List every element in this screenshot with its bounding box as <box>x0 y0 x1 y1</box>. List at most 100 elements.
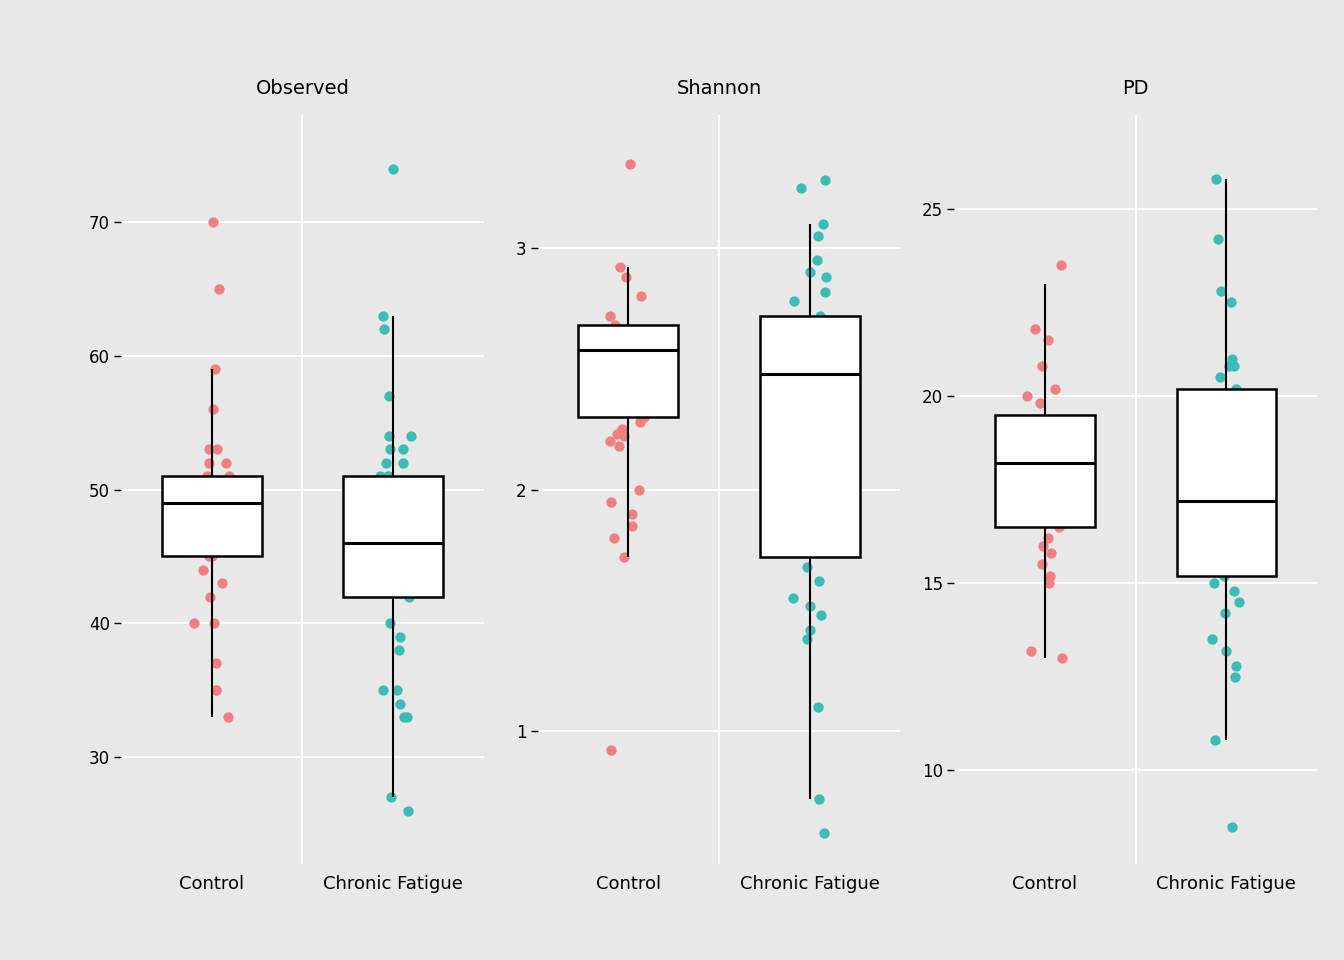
Point <box>199 509 220 524</box>
Point <box>1050 493 1071 509</box>
Point <box>1020 470 1042 486</box>
Point <box>808 228 829 244</box>
Point <box>1214 568 1235 584</box>
Point <box>216 709 238 725</box>
Point <box>218 536 239 551</box>
Point <box>1223 583 1245 598</box>
Point <box>798 390 820 405</box>
Bar <box>578 325 679 418</box>
Point <box>1204 732 1226 748</box>
Point <box>798 525 820 540</box>
Point <box>218 509 239 524</box>
Point <box>206 683 227 698</box>
Point <box>1232 482 1254 497</box>
Point <box>384 482 406 497</box>
Point <box>817 366 839 381</box>
Point <box>809 308 831 324</box>
Point <box>383 522 405 538</box>
Point <box>620 156 641 171</box>
Point <box>390 563 411 578</box>
Point <box>1027 456 1048 471</box>
Point <box>610 260 632 276</box>
Point <box>383 522 405 538</box>
Point <box>398 563 419 578</box>
Point <box>371 549 392 564</box>
Point <box>184 615 206 631</box>
Point <box>606 426 628 442</box>
Point <box>370 468 391 484</box>
Point <box>796 366 817 381</box>
Point <box>1046 500 1067 516</box>
Point <box>806 252 828 268</box>
Point <box>628 482 649 497</box>
Point <box>1047 464 1068 479</box>
Point <box>212 509 234 524</box>
Point <box>188 536 210 551</box>
Point <box>1226 658 1247 673</box>
Point <box>1220 531 1242 546</box>
Point <box>1048 519 1070 535</box>
Point <box>633 410 655 425</box>
Point <box>199 588 220 604</box>
Text: Shannon: Shannon <box>676 80 762 98</box>
Point <box>386 683 407 698</box>
Point <box>804 324 825 340</box>
Point <box>613 429 634 444</box>
Point <box>612 421 633 437</box>
Point <box>621 518 642 534</box>
Point <box>1208 426 1230 442</box>
Point <box>629 415 650 430</box>
Point <box>203 214 224 229</box>
Point <box>606 361 628 376</box>
Point <box>185 495 207 511</box>
Point <box>810 608 832 623</box>
Point <box>379 442 401 457</box>
Point <box>1052 433 1074 448</box>
Point <box>1219 358 1241 373</box>
Point <box>211 495 233 511</box>
Point <box>1219 538 1241 553</box>
Point <box>384 536 406 551</box>
Point <box>616 397 637 413</box>
Point <box>208 281 230 297</box>
Point <box>394 709 415 725</box>
Point <box>366 536 387 551</box>
Point <box>808 791 829 806</box>
Point <box>794 349 816 365</box>
Point <box>204 362 226 377</box>
Point <box>798 469 820 485</box>
Point <box>1203 444 1224 460</box>
Point <box>629 385 650 400</box>
Point <box>398 536 419 551</box>
Point <box>396 709 418 725</box>
Point <box>609 439 630 454</box>
Point <box>199 455 220 470</box>
Point <box>800 265 821 280</box>
Point <box>376 468 398 484</box>
Point <box>785 434 806 449</box>
Point <box>801 397 823 413</box>
Point <box>798 598 820 613</box>
Point <box>372 308 394 324</box>
Point <box>214 509 235 524</box>
Point <box>599 494 621 510</box>
Point <box>1050 419 1071 434</box>
Point <box>813 216 835 231</box>
Point <box>1031 557 1052 572</box>
Point <box>814 284 836 300</box>
Point <box>607 356 629 372</box>
Point <box>211 575 233 590</box>
Point <box>1216 396 1238 411</box>
Point <box>380 575 402 590</box>
Point <box>1215 643 1236 659</box>
Point <box>198 442 219 457</box>
Point <box>629 337 650 352</box>
Point <box>1035 508 1056 523</box>
Point <box>796 560 817 575</box>
Point <box>614 270 636 285</box>
Point <box>215 455 237 470</box>
Point <box>1199 519 1220 535</box>
Point <box>634 373 656 389</box>
Point <box>606 380 628 396</box>
Point <box>376 468 398 484</box>
